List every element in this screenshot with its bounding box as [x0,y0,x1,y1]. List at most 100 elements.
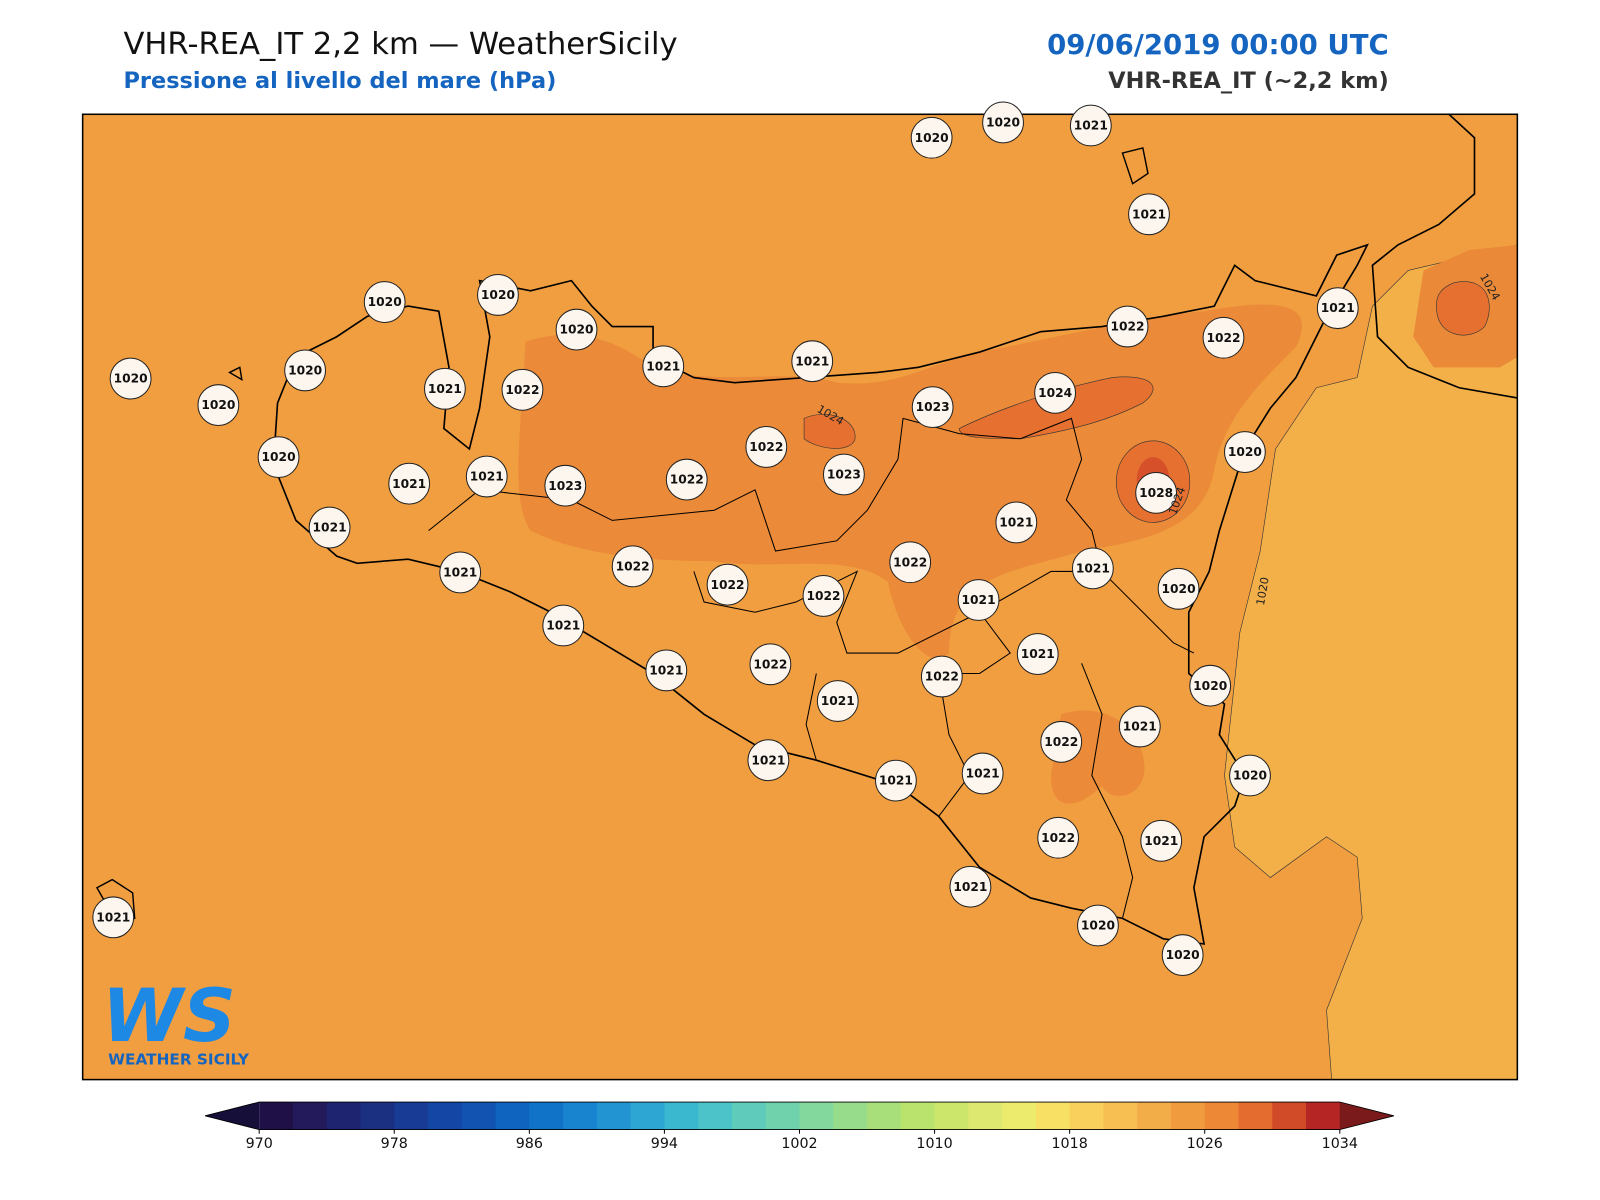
colorbar-swatch [1069,1102,1104,1130]
station-marker [423,367,466,410]
station-marker [889,541,932,584]
colorbar-tick-label: 970 [246,1136,273,1152]
station-value: 1020 [481,288,515,302]
station-marker [1161,934,1204,977]
station-value: 1021 [1123,720,1157,734]
station-value: 1021 [428,382,462,396]
colorbar-swatch [1238,1102,1273,1130]
station-value: 1022 [806,589,840,603]
station-marker [284,349,327,392]
station-marker [439,551,482,594]
station-value: 1021 [879,774,913,788]
colorbar-swatch [1204,1102,1239,1130]
station-marker [542,604,585,647]
station-value: 1023 [827,468,861,482]
station-marker [1223,431,1266,473]
station-value: 1021 [751,753,785,767]
station-marker [749,643,792,686]
colorbar-tick-label: 1002 [781,1136,817,1152]
station-marker [747,739,790,782]
colorbar-swatch [664,1102,699,1130]
station-marker [308,506,351,549]
station-value: 1021 [313,521,347,535]
station-marker [875,759,917,802]
colorbar-swatch [1137,1102,1172,1130]
station-value: 1021 [1021,647,1055,661]
colorbar-swatch [292,1102,328,1130]
station-value: 1021 [1076,561,1110,575]
station-marker [1189,664,1232,707]
station-value: 1020 [559,323,593,337]
station-marker [1229,754,1271,797]
station-value: 1022 [670,473,704,487]
station-marker [645,649,688,692]
station-marker [1118,705,1161,748]
colorbar-swatch [1002,1102,1037,1130]
station-value: 1021 [1132,207,1166,221]
station-marker [544,464,587,507]
station-marker [555,308,598,351]
colorbar-swatch [698,1102,733,1130]
colorbar-swatch [326,1102,362,1130]
station-value: 1021 [821,694,855,708]
station-marker [1106,305,1149,348]
model: VHR-REA_IT (~2,2 km) [1108,68,1389,94]
station-marker [1135,471,1178,514]
station-marker [1140,819,1183,862]
station-marker [1128,193,1170,236]
station-marker [949,865,992,908]
stations: 1020 1020 1021 1021 1020 1020 1020 1020 1020 1020… [92,101,1359,977]
station-value: 1021 [1074,119,1108,133]
station-value: 1022 [1206,331,1240,345]
station-marker [791,340,834,383]
colorbar-tick-label: 986 [516,1136,543,1152]
colorbar-swatch [934,1102,969,1130]
station-value: 1024 [1038,386,1072,400]
station-value: 1020 [1193,679,1227,693]
station-value: 1020 [288,363,322,377]
colorbar-swatch [1035,1102,1071,1130]
station-marker [257,436,300,479]
station-value: 1020 [114,372,148,386]
station-value: 1020 [1228,445,1262,459]
station-value: 1022 [753,657,787,671]
colorbar-swatch [1170,1102,1206,1130]
station-marker [501,368,544,411]
station-marker [995,501,1038,544]
station-value: 1021 [795,354,829,368]
colorbar-swatch [867,1102,902,1130]
colorbar-tick-label: 1010 [916,1136,952,1152]
station-marker [109,357,152,400]
colorbar-over [1339,1102,1394,1130]
station-marker [911,386,954,429]
station-marker [1077,904,1119,947]
station-marker [477,273,519,316]
station-value: 1021 [96,910,130,924]
station-marker [745,426,788,468]
station-marker [642,345,685,388]
station-marker [1037,816,1080,859]
station-value: 1020 [201,398,235,412]
station-marker [465,455,508,498]
high-zone [803,414,856,449]
station-marker [920,655,963,698]
station-marker [1316,287,1359,330]
colorbar-swatch [1103,1102,1138,1130]
station-value: 1022 [711,578,745,592]
colorbar-tick-label: 1018 [1051,1136,1087,1152]
colorbar-swatch [900,1102,936,1130]
station-marker [802,575,845,617]
station-value: 1020 [262,450,296,464]
station-value: 1022 [1111,320,1145,334]
subtitle: Pressione al livello del mare (hPa) [123,68,556,94]
colorbar-swatch [968,1102,1003,1130]
coastline [1371,114,1518,399]
colorbar-swatch [1272,1102,1307,1130]
station-marker [1069,104,1112,147]
station-marker [822,453,865,496]
station-value: 1021 [649,663,683,677]
station-value: 1022 [1044,735,1078,749]
colorbar-swatch [563,1102,598,1130]
station-value: 1020 [1081,919,1115,933]
